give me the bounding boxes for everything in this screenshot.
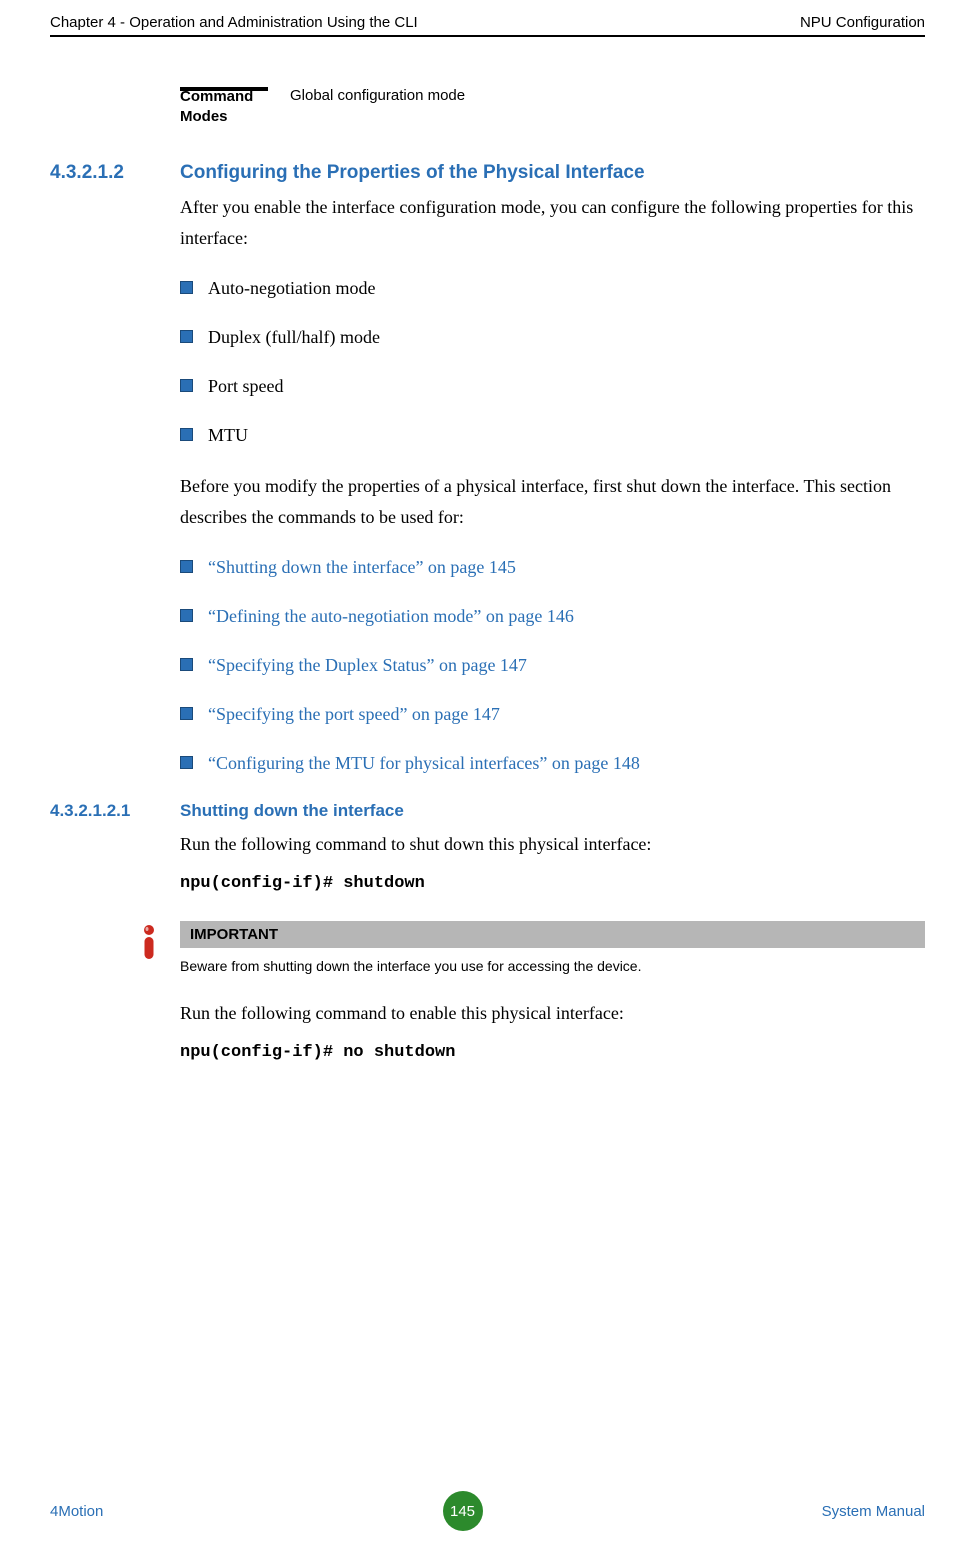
subsection-title: Shutting down the interface [180,801,925,821]
xref-link[interactable]: “Defining the auto-negotiation mode” on … [208,606,574,626]
xref-link[interactable]: “Configuring the MTU for physical interf… [208,753,640,773]
section-number: 4.3.2.1.2 [50,162,124,184]
section-configuring-properties: 4.3.2.1.2 Configuring the Properties of … [180,162,925,777]
page-number: 145 [450,1503,475,1520]
section-title: Configuring the Properties of the Physic… [180,162,925,184]
important-callout: IMPORTANT Beware from shutting down the … [134,921,925,980]
list-item: Auto-negotiation mode [180,275,925,302]
xref-link[interactable]: “Shutting down the interface” on page 14… [208,557,516,577]
footer-left: 4Motion [50,1503,103,1520]
list-item: “Shutting down the interface” on page 14… [180,554,925,581]
subsection-number: 4.3.2.1.2.1 [50,801,130,821]
section-shutting-down: 4.3.2.1.2.1 Shutting down the interface … [180,801,925,1061]
page-footer: 4Motion 145 System Manual [50,1491,925,1531]
page-number-badge: 145 [443,1491,483,1531]
important-icon [134,921,168,966]
properties-list: Auto-negotiation mode Duplex (full/half)… [180,275,925,449]
page-header: Chapter 4 - Operation and Administration… [50,0,925,37]
list-item: “Defining the auto-negotiation mode” on … [180,603,925,630]
code-block: npu(config-if)# no shutdown [180,1043,925,1062]
xref-link[interactable]: “Specifying the port speed” on page 147 [208,704,500,724]
list-item: MTU [180,422,925,449]
command-modes-value: Global configuration mode [280,87,465,104]
links-list: “Shutting down the interface” on page 14… [180,554,925,777]
xref-link[interactable]: “Specifying the Duplex Status” on page 1… [208,655,527,675]
command-modes-label: Command Modes [180,87,280,126]
list-item: “Specifying the port speed” on page 147 [180,701,925,728]
code-block: npu(config-if)# shutdown [180,874,925,893]
list-item: “Specifying the Duplex Status” on page 1… [180,652,925,679]
footer-right: System Manual [822,1503,925,1520]
list-item: Duplex (full/half) mode [180,324,925,351]
header-right: NPU Configuration [800,14,925,31]
header-left: Chapter 4 - Operation and Administration… [50,14,418,31]
list-item: Port speed [180,373,925,400]
important-heading: IMPORTANT [180,921,925,948]
important-text: Beware from shutting down the interface … [180,948,925,980]
subsection-para: Run the following command to enable this… [180,998,925,1029]
section-intro: After you enable the interface configura… [180,192,925,253]
section-para: Before you modify the properties of a ph… [180,471,925,532]
subsection-para: Run the following command to shut down t… [180,829,925,860]
list-item: “Configuring the MTU for physical interf… [180,750,925,777]
